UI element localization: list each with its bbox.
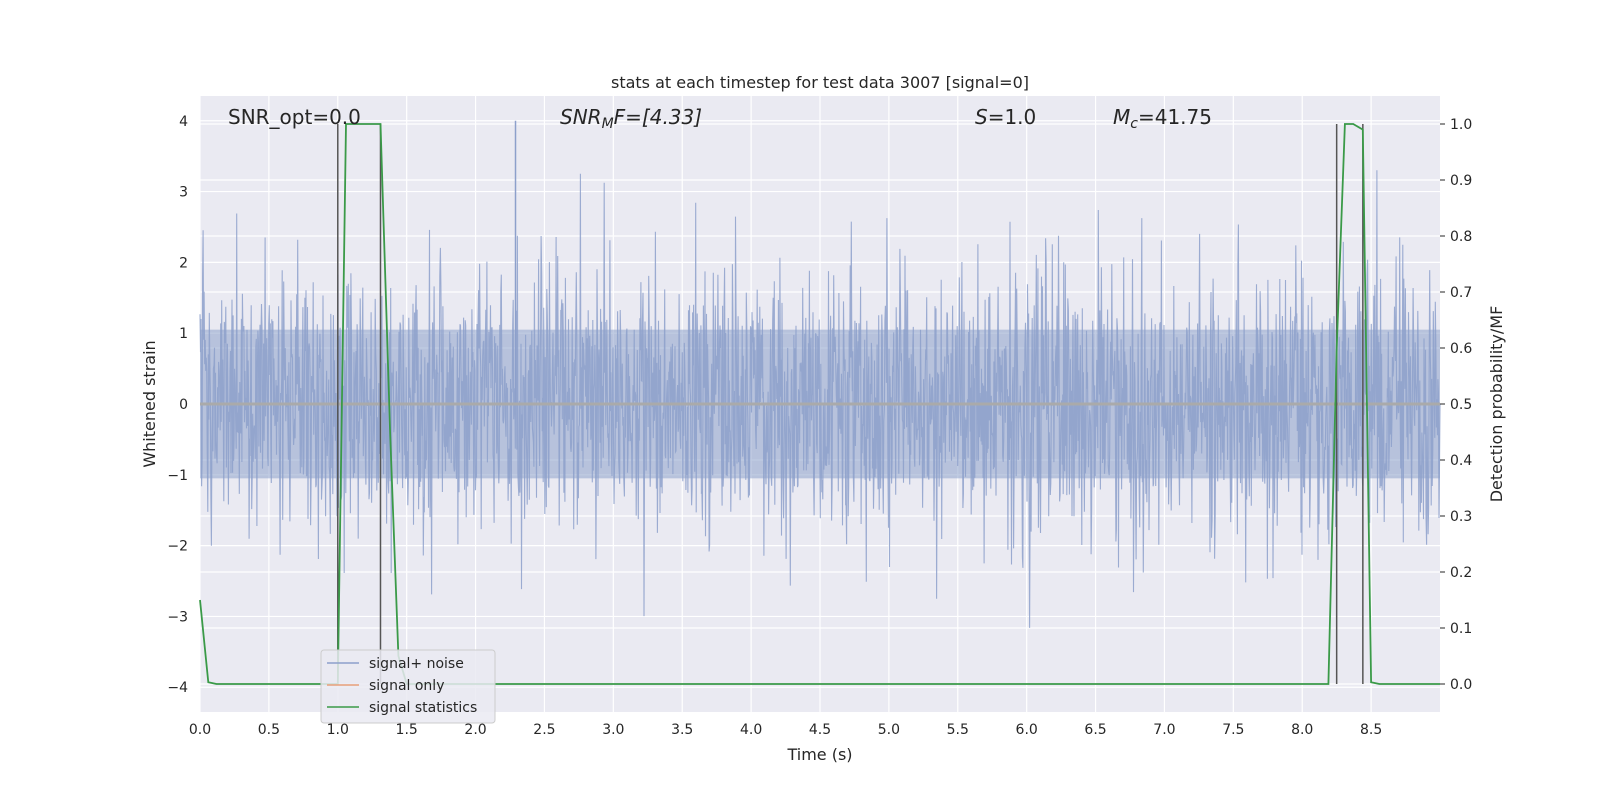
y-tick-left: 4 (179, 114, 188, 130)
legend: signal+ noise signal only signal statist… (320, 649, 496, 724)
y-tick-right: 0.1 (1450, 621, 1472, 637)
y-tick-left: 1 (179, 326, 188, 342)
y-tick-left: 3 (179, 185, 188, 201)
y-tick-right: 0.9 (1450, 173, 1472, 189)
x-tick: 1.5 (396, 722, 418, 738)
y-tick-left: −4 (167, 680, 188, 696)
y-tick-right: 1.0 (1450, 117, 1472, 133)
annotation-mc: Mc=41.75 (1113, 105, 1212, 132)
x-tick: 7.5 (1222, 722, 1244, 738)
annotation-snr-mf-main: SNR (560, 105, 602, 129)
legend-box (320, 649, 496, 724)
legend-label-signal-noise: signal+ noise (369, 656, 464, 672)
x-tick: 8.0 (1291, 722, 1313, 738)
x-tick: 6.5 (1084, 722, 1106, 738)
y-tick-right: 0.6 (1450, 341, 1472, 357)
y-tick-left: 2 (179, 255, 188, 271)
x-tick: 3.5 (671, 722, 693, 738)
signal-statistics-line (199, 123, 1440, 685)
x-tick: 4.0 (740, 722, 762, 738)
x-tick: 5.0 (878, 722, 900, 738)
left-tick-labels: −4 −3 −2 −1 0 1 2 3 4 (167, 114, 188, 696)
annotation-snr-mf: SNRMF=[4.33] (560, 105, 702, 132)
x-tick: 2.0 (464, 722, 486, 738)
legend-label-signal-statistics: signal statistics (369, 700, 477, 716)
y-tick-right: 0.2 (1450, 565, 1472, 581)
annotation-snr-opt: SNR_opt=0.0 (228, 105, 361, 129)
y-tick-right: 0.0 (1450, 677, 1472, 693)
annotation-s: S=1.0 (975, 105, 1036, 129)
x-tick: 7.0 (1153, 722, 1175, 738)
x-tick: 5.5 (947, 722, 969, 738)
chart-title: stats at each timestep for test data 300… (611, 73, 1029, 92)
y-tick-left: −2 (167, 539, 188, 555)
annotation-snr-mf-sub: M (602, 116, 614, 132)
signal-statistics-series (199, 123, 1440, 685)
x-tick-labels: 0.0 0.5 1.0 1.5 2.0 2.5 3.0 3.5 4.0 4.5 5.0 5.5 6.0 6… (189, 722, 1382, 738)
right-tick-labels: 0.0 0.1 0.2 0.3 0.4 0.5 0.6 0.7 0.8 0.9 1.0 (1440, 117, 1472, 693)
vertical-markers (337, 124, 1364, 684)
y-tick-right: 0.8 (1450, 229, 1472, 245)
annotation-mc-main: M (1113, 105, 1130, 129)
x-tick: 2.5 (533, 722, 555, 738)
y-tick-left: −3 (167, 609, 188, 625)
x-tick: 6.0 (1016, 722, 1038, 738)
y-axis-label-left: Whitened strain (140, 340, 159, 467)
x-axis-label: Time (s) (786, 745, 852, 764)
y-tick-right: 0.5 (1450, 397, 1472, 413)
legend-label-signal-only: signal only (369, 678, 444, 694)
annotation-snr-mf-rest: F=[4.33] (614, 105, 702, 129)
y-tick-right: 0.3 (1450, 509, 1472, 525)
y-tick-left: 0 (179, 397, 188, 413)
x-tick: 8.5 (1360, 722, 1382, 738)
annotation-s-main: S (975, 105, 988, 129)
annotation-mc-rest: =41.75 (1138, 105, 1212, 129)
x-tick: 4.5 (809, 722, 831, 738)
x-tick: 3.0 (602, 722, 624, 738)
annotation-s-rest: =1.0 (988, 105, 1037, 129)
x-tick: 0.0 (189, 722, 211, 738)
y-tick-right: 0.7 (1450, 285, 1472, 301)
x-tick: 1.0 (327, 722, 349, 738)
x-tick: 0.5 (258, 722, 280, 738)
y-axis-label-right: Detection probability/MF (1487, 306, 1506, 503)
y-tick-right: 0.4 (1450, 453, 1472, 469)
y-tick-left: −1 (167, 468, 188, 484)
annotation-mc-sub: c (1130, 116, 1138, 132)
